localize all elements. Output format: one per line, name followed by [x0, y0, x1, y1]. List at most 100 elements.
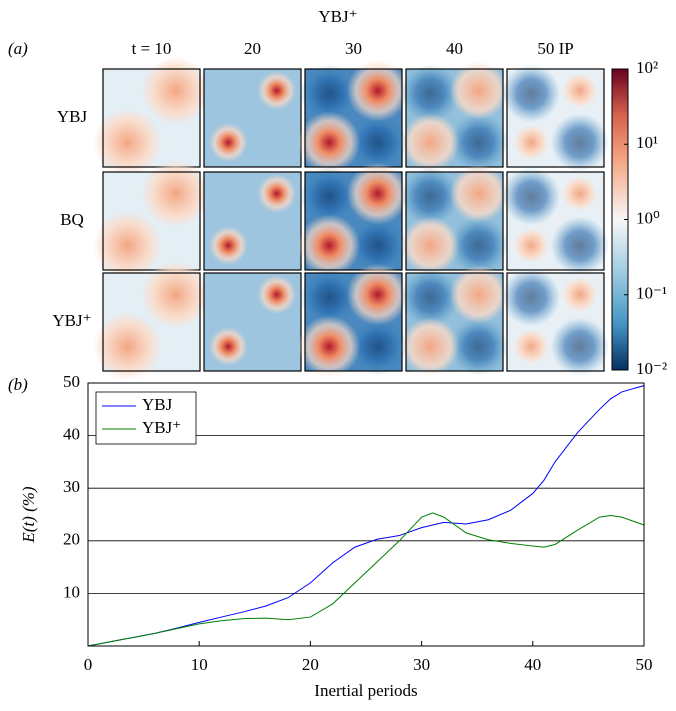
hot-spot	[346, 162, 409, 225]
colorbar-tick-label: 10¹	[636, 133, 658, 152]
plot-frame	[87, 382, 645, 647]
x-tick-label: 40	[524, 655, 541, 674]
heatmap-tile	[298, 59, 409, 174]
cold-spot	[550, 216, 609, 275]
row-label: YBJ⁺	[52, 311, 91, 330]
heatmap-tile	[93, 260, 210, 381]
tile-frame	[102, 272, 201, 372]
hot-spot	[401, 113, 460, 172]
figure-title: YBJ⁺	[318, 7, 357, 26]
hot-spot	[562, 277, 598, 313]
cold-spot	[401, 64, 460, 123]
colorbar-tick-label: 10⁰	[636, 208, 660, 227]
cold-spot	[502, 268, 561, 327]
hot-spot	[208, 123, 248, 162]
tile-frame	[203, 272, 302, 372]
hot-spot	[257, 71, 297, 110]
hot-spot	[257, 275, 297, 314]
tile-frame	[102, 171, 201, 271]
hot-spot	[346, 263, 409, 326]
heatmap-tile	[93, 159, 210, 280]
hot-spot	[513, 228, 549, 263]
column-label: t = 10	[132, 39, 172, 58]
column-label: 50 IP	[537, 39, 573, 58]
hot-spot	[401, 216, 460, 275]
cold-spot	[401, 268, 460, 327]
tile-frame	[506, 171, 605, 271]
cold-spot	[300, 167, 359, 226]
panel-label: (a)	[8, 39, 28, 58]
y-tick-label: 50	[63, 372, 80, 391]
hot-spot	[449, 61, 508, 120]
hot-spot	[449, 164, 508, 223]
hot-spot	[93, 312, 162, 381]
tile-frame	[506, 68, 605, 168]
colorbar-tick-label: 10²	[636, 58, 658, 77]
y-axis-label: E(t) (%)	[19, 486, 38, 544]
legend-box	[95, 391, 197, 445]
heatmap-tile	[401, 61, 508, 172]
heatmap-tile	[502, 268, 609, 376]
cold-spot	[502, 64, 561, 123]
tile-frame	[203, 68, 302, 168]
hot-spot	[208, 327, 248, 366]
cold-spot	[449, 317, 508, 376]
heatmap-tile	[203, 171, 302, 271]
y-tick-label: 20	[63, 530, 80, 549]
cold-spot	[348, 113, 407, 172]
cold-spot	[550, 113, 609, 172]
legend-label: YBJ	[142, 395, 173, 414]
data-line	[87, 512, 645, 647]
tile-frame	[405, 272, 504, 372]
legend-label: YBJ⁺	[142, 418, 181, 437]
heatmap-tile	[401, 164, 508, 275]
x-tick-label: 30	[413, 655, 430, 674]
cold-spot	[300, 268, 359, 327]
column-label: 20	[244, 39, 261, 58]
hot-spot	[141, 56, 210, 125]
panel-label: (b)	[8, 375, 28, 394]
column-label: 40	[446, 39, 463, 58]
x-tick-label: 0	[84, 655, 93, 674]
colorbar-tick-label: 10⁻²	[636, 359, 667, 378]
tile-frame	[304, 171, 403, 271]
tile-frame	[304, 68, 403, 168]
heatmap-tile	[401, 265, 508, 376]
hot-spot	[208, 226, 248, 265]
hot-spot	[513, 125, 549, 160]
hot-spot	[401, 317, 460, 376]
y-tick-label: 30	[63, 477, 80, 496]
y-tick-label: 40	[63, 425, 80, 444]
hot-spot	[298, 214, 361, 277]
hot-spot	[346, 59, 409, 122]
row-label: YBJ	[57, 107, 88, 126]
tile-frame	[405, 171, 504, 271]
hot-spot	[513, 329, 549, 364]
hot-spot	[562, 176, 598, 212]
hot-spot	[562, 73, 598, 109]
tile-frame	[506, 272, 605, 372]
hot-spot	[141, 260, 210, 329]
colorbar-tick-label: 10⁻¹	[636, 284, 667, 303]
hot-spot	[298, 315, 361, 378]
cold-spot	[449, 216, 508, 275]
tile-frame	[304, 272, 403, 372]
tile-frame	[102, 68, 201, 168]
tile-frame	[405, 68, 504, 168]
heatmap-tile	[203, 68, 302, 168]
heatmap-tile	[502, 64, 609, 172]
heatmap-tile	[93, 56, 210, 177]
hot-spot	[93, 211, 162, 280]
cold-spot	[300, 64, 359, 123]
cold-spot	[348, 317, 407, 376]
column-label: 30	[345, 39, 362, 58]
cold-spot	[550, 317, 609, 376]
row-label: BQ	[60, 210, 84, 229]
heatmap-tile	[298, 263, 409, 378]
y-tick-label: 10	[63, 582, 80, 601]
hot-spot	[257, 174, 297, 213]
heatmap-tile	[298, 162, 409, 277]
data-line	[87, 385, 645, 647]
cold-spot	[348, 216, 407, 275]
